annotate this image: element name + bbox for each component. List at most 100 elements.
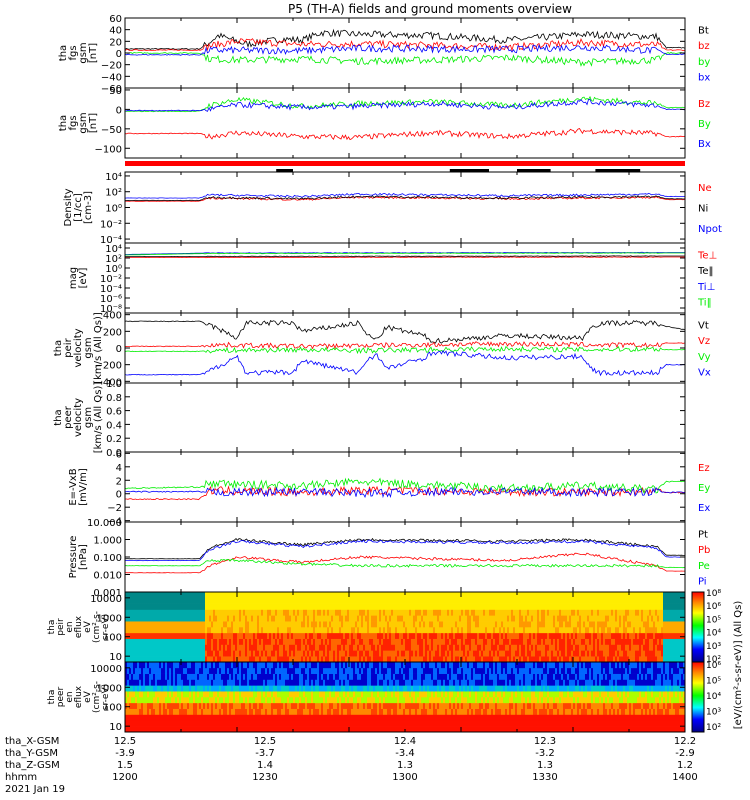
spec-cell <box>211 644 214 651</box>
spec-cell <box>599 597 602 604</box>
spec-cell <box>477 621 480 628</box>
spec-cell <box>609 627 612 634</box>
spec-cell <box>131 673 134 680</box>
spec-cell <box>597 609 600 616</box>
spec-cell <box>511 632 514 639</box>
spec-cell <box>141 592 144 599</box>
spec-cell <box>461 650 464 657</box>
spec-cell <box>149 644 152 651</box>
spec-cell <box>273 697 276 704</box>
spec-cell <box>523 656 526 663</box>
spec-cell <box>173 603 176 610</box>
spec-cell <box>623 627 626 634</box>
spec-cell <box>255 603 258 610</box>
spec-cell <box>489 644 492 651</box>
spec-cell <box>261 708 264 715</box>
spec-cell <box>139 656 142 663</box>
spec-cell <box>683 597 686 604</box>
spec-cell <box>481 615 484 622</box>
spec-cell <box>235 644 238 651</box>
spec-cell <box>451 597 454 604</box>
spec-cell <box>593 650 596 657</box>
spec-cell <box>639 621 642 628</box>
spec-cell <box>155 667 158 674</box>
spec-cell <box>225 650 228 657</box>
spec-cell <box>529 609 532 616</box>
spec-cell <box>185 662 188 669</box>
spec-cell <box>213 720 216 727</box>
spec-cell <box>289 720 292 727</box>
spec-cell <box>465 621 468 628</box>
spec-cell <box>183 592 186 599</box>
spec-cell <box>647 615 650 622</box>
spec-cell <box>329 627 332 634</box>
spec-cell <box>137 673 140 680</box>
spec-cell <box>315 644 318 651</box>
spec-cell <box>427 627 430 634</box>
spec-cell <box>195 650 198 657</box>
spec-cell <box>543 603 546 610</box>
spec-cell <box>575 592 578 599</box>
spec-cell <box>279 592 282 599</box>
spec-cell <box>173 632 176 639</box>
spec-cell <box>215 638 218 645</box>
spec-cell <box>317 656 320 663</box>
spec-cell <box>135 638 138 645</box>
spec-cell <box>357 656 360 663</box>
spec-cell <box>251 621 254 628</box>
spec-cell <box>449 656 452 663</box>
y-tick-label: 1000 <box>97 613 122 624</box>
spec-cell <box>371 621 374 628</box>
spec-cell <box>431 592 434 599</box>
spec-cell <box>275 632 278 639</box>
spec-cell <box>659 597 662 604</box>
spec-cell <box>129 603 132 610</box>
spec-cell <box>179 621 182 628</box>
spec-cell <box>153 597 156 604</box>
spec-cell <box>321 615 324 622</box>
spec-cell <box>189 667 192 674</box>
spec-cell <box>271 632 274 639</box>
spec-cell <box>391 615 394 622</box>
spec-cell <box>447 609 450 616</box>
spec-cell <box>637 609 640 616</box>
spec-cell <box>393 609 396 616</box>
spec-cell <box>227 644 230 651</box>
spec-cell <box>171 597 174 604</box>
spec-cell <box>227 662 230 669</box>
spec-cell <box>529 650 532 657</box>
y-tick-label: 10⁴ <box>105 244 122 255</box>
spec-cell <box>185 708 188 715</box>
spec-cell <box>277 679 280 686</box>
spec-cell <box>535 597 538 604</box>
spec-cell <box>163 691 166 698</box>
spec-cell <box>229 702 232 709</box>
spec-cell <box>165 597 168 604</box>
spec-cell <box>291 632 294 639</box>
spec-cell <box>347 597 350 604</box>
y-axis-label-line: [eV] <box>78 268 89 289</box>
spec-cell <box>379 597 382 604</box>
spec-cell <box>605 638 608 645</box>
spec-cell <box>673 638 676 645</box>
spec-cell <box>269 697 272 704</box>
spec-cell <box>563 644 566 651</box>
spec-cell <box>185 632 188 639</box>
spec-cell <box>205 615 208 622</box>
spec-cell <box>283 650 286 657</box>
spec-cell <box>323 603 326 610</box>
spec-cell <box>647 644 650 651</box>
y-tick-label: −400 <box>95 377 122 388</box>
spec-cell <box>675 638 678 645</box>
spec-cell <box>417 650 420 657</box>
spec-cell <box>147 679 150 686</box>
spec-cell <box>341 603 344 610</box>
spec-cell <box>279 656 282 663</box>
spec-cell <box>349 638 352 645</box>
spec-cell <box>141 702 144 709</box>
spec-cell <box>441 627 444 634</box>
spec-cell <box>135 679 138 686</box>
spec-cell <box>281 691 284 698</box>
spec-cell <box>249 702 252 709</box>
spec-cell <box>465 638 468 645</box>
